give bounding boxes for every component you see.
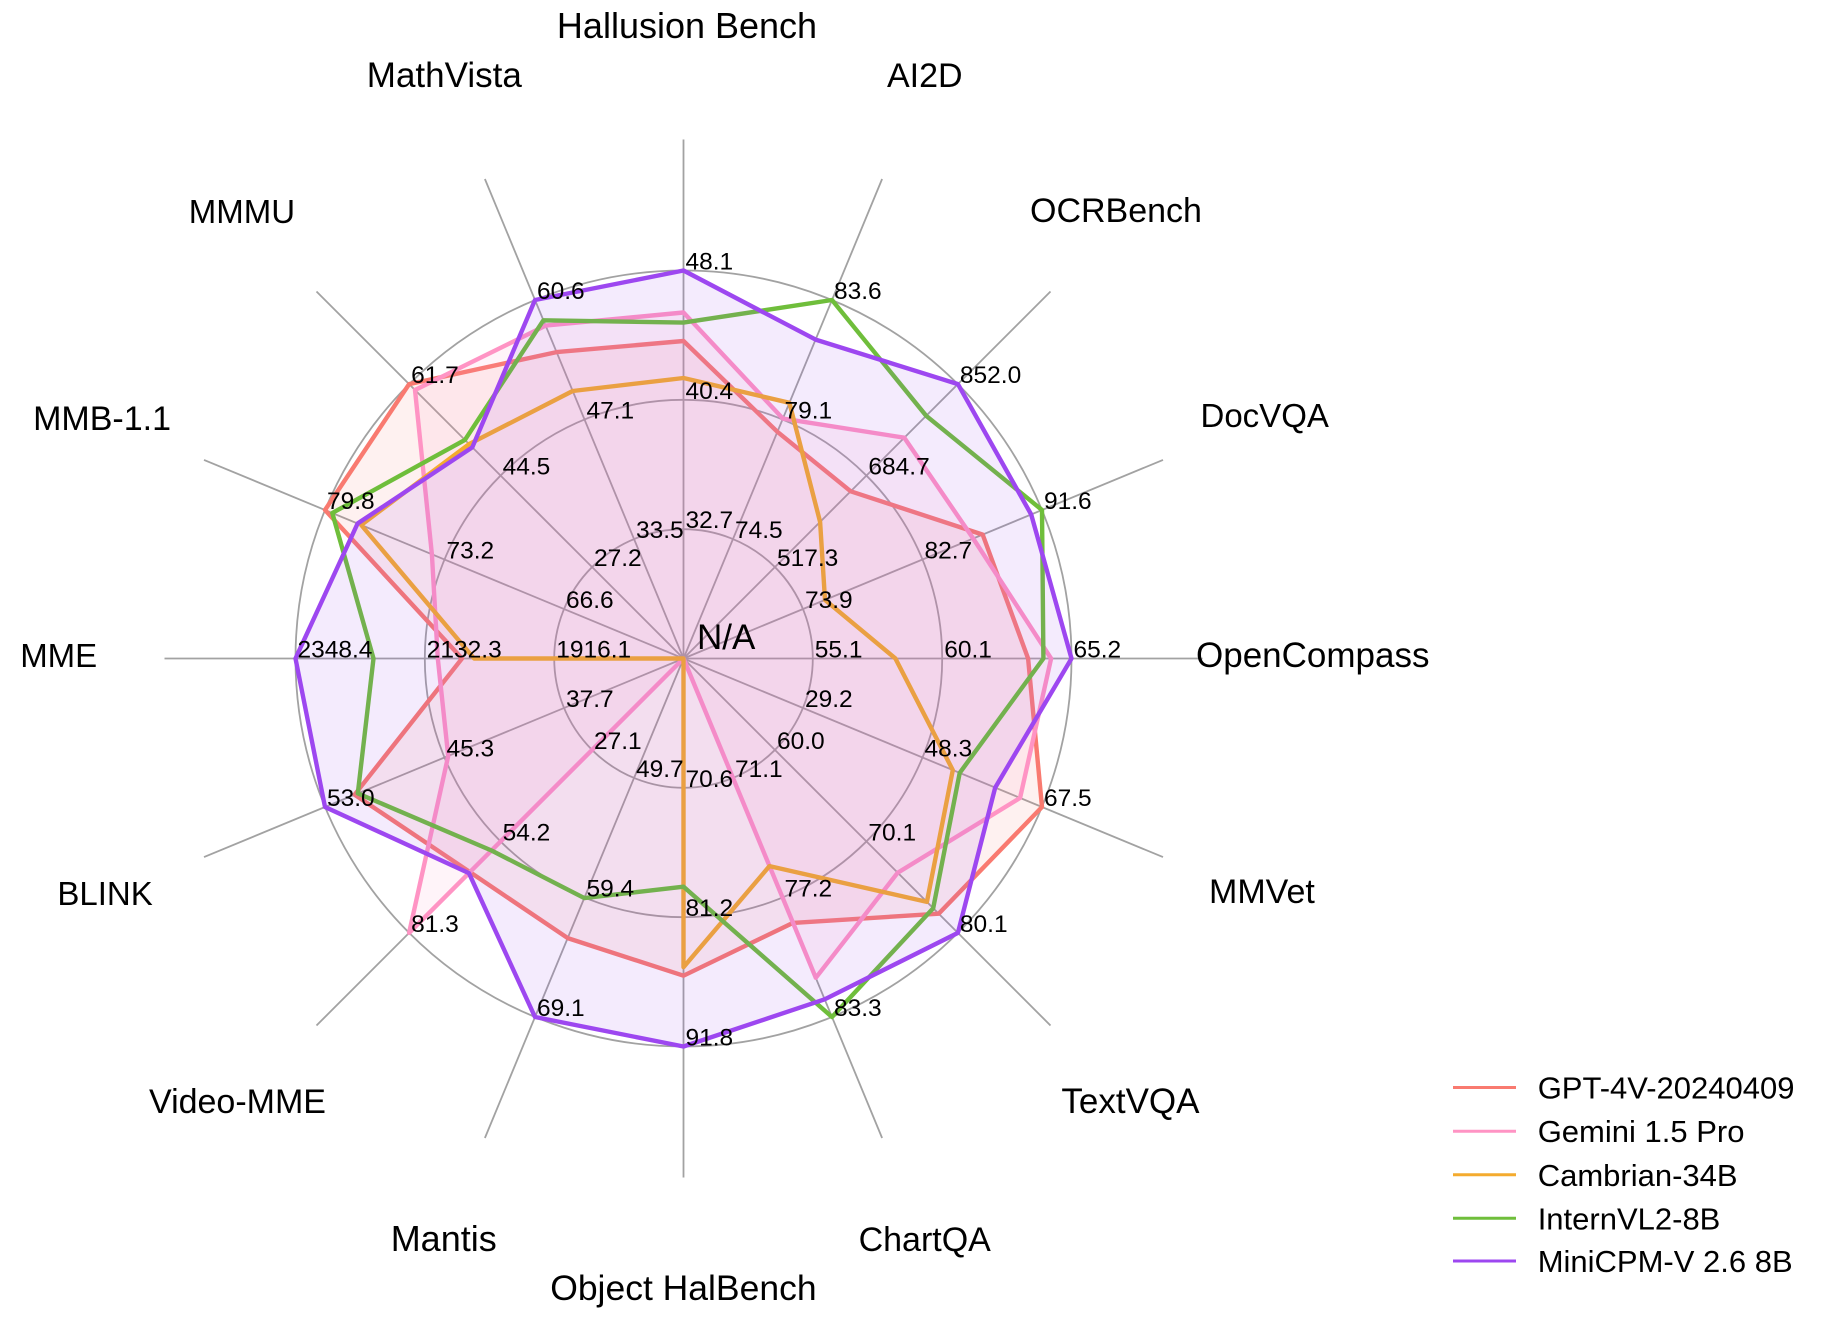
svg-text:29.2: 29.2 bbox=[805, 686, 853, 713]
svg-text:91.8: 91.8 bbox=[686, 1025, 734, 1052]
svg-text:DocVQA: DocVQA bbox=[1201, 397, 1329, 434]
svg-text:81.3: 81.3 bbox=[411, 911, 459, 938]
svg-text:MiniCPM-V 2.6 8B: MiniCPM-V 2.6 8B bbox=[1538, 1244, 1793, 1279]
svg-text:GPT-4V-20240409: GPT-4V-20240409 bbox=[1538, 1071, 1795, 1106]
svg-text:AI2D: AI2D bbox=[887, 57, 963, 95]
svg-text:60.6: 60.6 bbox=[537, 278, 585, 305]
svg-text:2132.3: 2132.3 bbox=[427, 637, 502, 664]
svg-text:27.2: 27.2 bbox=[594, 545, 642, 572]
svg-text:82.7: 82.7 bbox=[925, 538, 973, 565]
svg-text:InternVL2-8B: InternVL2-8B bbox=[1538, 1201, 1721, 1236]
svg-text:71.1: 71.1 bbox=[735, 756, 783, 783]
svg-text:MMMU: MMMU bbox=[189, 193, 295, 230]
svg-text:91.6: 91.6 bbox=[1044, 488, 1092, 515]
svg-text:852.0: 852.0 bbox=[960, 362, 1021, 389]
svg-text:BLINK: BLINK bbox=[57, 875, 152, 912]
svg-text:1916.1: 1916.1 bbox=[556, 637, 631, 664]
svg-text:27.1: 27.1 bbox=[594, 728, 642, 755]
svg-text:ChartQA: ChartQA bbox=[859, 1221, 992, 1259]
svg-text:59.4: 59.4 bbox=[587, 876, 635, 903]
svg-text:684.7: 684.7 bbox=[868, 454, 929, 481]
svg-text:79.8: 79.8 bbox=[327, 488, 375, 515]
svg-text:Mantis: Mantis bbox=[391, 1218, 497, 1259]
svg-text:65.2: 65.2 bbox=[1074, 637, 1122, 664]
svg-text:517.3: 517.3 bbox=[777, 545, 838, 572]
svg-text:55.1: 55.1 bbox=[815, 637, 863, 664]
svg-text:OCRBench: OCRBench bbox=[1030, 192, 1202, 230]
svg-text:60.1: 60.1 bbox=[944, 637, 992, 664]
svg-text:32.7: 32.7 bbox=[686, 507, 734, 534]
svg-text:48.3: 48.3 bbox=[925, 736, 973, 763]
svg-text:40.4: 40.4 bbox=[686, 378, 734, 405]
svg-text:MME: MME bbox=[20, 637, 97, 674]
svg-text:73.2: 73.2 bbox=[447, 538, 495, 565]
svg-text:77.2: 77.2 bbox=[785, 876, 833, 903]
svg-text:79.1: 79.1 bbox=[785, 398, 833, 425]
svg-text:Object HalBench: Object HalBench bbox=[550, 1268, 816, 1308]
svg-text:44.5: 44.5 bbox=[503, 454, 551, 481]
svg-text:61.7: 61.7 bbox=[411, 362, 459, 389]
svg-text:66.6: 66.6 bbox=[566, 587, 614, 614]
svg-text:74.5: 74.5 bbox=[735, 517, 783, 544]
svg-text:Hallusion Bench: Hallusion Bench bbox=[557, 5, 817, 46]
svg-text:80.1: 80.1 bbox=[960, 911, 1008, 938]
svg-text:83.6: 83.6 bbox=[834, 278, 882, 305]
svg-text:33.5: 33.5 bbox=[636, 517, 684, 544]
svg-text:70.1: 70.1 bbox=[868, 819, 916, 846]
svg-text:N/A: N/A bbox=[697, 618, 756, 657]
svg-text:Cambrian-34B: Cambrian-34B bbox=[1538, 1158, 1738, 1193]
svg-text:Video-MME: Video-MME bbox=[149, 1083, 326, 1121]
svg-text:Gemini 1.5 Pro: Gemini 1.5 Pro bbox=[1538, 1114, 1745, 1149]
svg-text:2348.4: 2348.4 bbox=[298, 637, 373, 664]
svg-text:69.1: 69.1 bbox=[537, 995, 585, 1022]
svg-text:TextVQA: TextVQA bbox=[1061, 1082, 1200, 1121]
svg-text:OpenCompass: OpenCompass bbox=[1196, 636, 1429, 675]
svg-text:81.2: 81.2 bbox=[686, 895, 734, 922]
svg-text:83.3: 83.3 bbox=[834, 995, 882, 1022]
svg-text:MathVista: MathVista bbox=[367, 56, 523, 95]
svg-text:MMVet: MMVet bbox=[1209, 873, 1315, 911]
svg-text:60.0: 60.0 bbox=[777, 728, 825, 755]
svg-text:47.1: 47.1 bbox=[587, 398, 635, 425]
svg-text:49.7: 49.7 bbox=[636, 756, 684, 783]
svg-text:53.0: 53.0 bbox=[327, 785, 375, 812]
svg-text:73.9: 73.9 bbox=[805, 587, 853, 614]
svg-text:70.6: 70.6 bbox=[686, 766, 734, 793]
svg-text:37.7: 37.7 bbox=[566, 686, 614, 713]
svg-text:45.3: 45.3 bbox=[447, 736, 495, 763]
svg-text:54.2: 54.2 bbox=[503, 819, 551, 846]
svg-text:67.5: 67.5 bbox=[1044, 785, 1092, 812]
svg-text:MMB-1.1: MMB-1.1 bbox=[33, 400, 171, 438]
svg-text:48.1: 48.1 bbox=[686, 249, 734, 276]
